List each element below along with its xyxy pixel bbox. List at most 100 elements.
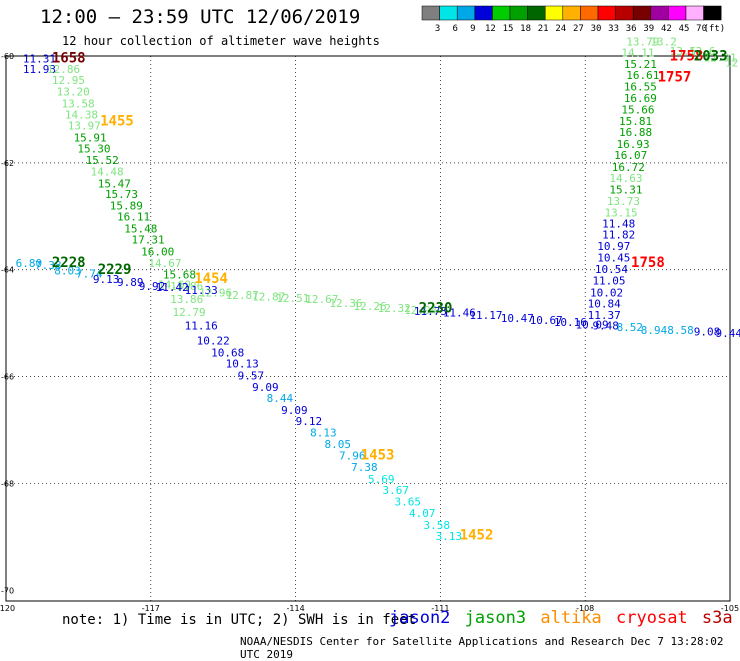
colorbar-swatch — [685, 5, 704, 21]
colorbar-label: 21 — [538, 24, 549, 34]
credit-line: NOAA/NESDIS Center for Satellite Applica… — [240, 635, 724, 661]
wave-height-value: 12.6 — [689, 45, 716, 58]
wave-height-value: 8.05 — [325, 438, 352, 451]
pass-time-label: 1757 — [658, 70, 692, 86]
wave-height-value: 16.00 — [141, 245, 174, 258]
colorbar-label: 3 — [435, 24, 440, 34]
colorbar-swatch — [703, 5, 722, 21]
wave-height-value: 15.66 — [621, 104, 654, 117]
wave-height-value: 12.67 — [305, 293, 338, 306]
colorbar-swatch — [421, 5, 440, 21]
wave-height-value: 3.13 — [436, 530, 463, 543]
colorbar-label: 9 — [470, 24, 475, 34]
wave-height-value: 16.93 — [617, 138, 650, 151]
colorbar-label: 15 — [503, 24, 514, 34]
wave-height-value: 10.13 — [226, 358, 259, 371]
wave-height-value: 15.30 — [77, 143, 110, 156]
pass-time-label: 1452 — [460, 528, 494, 544]
plot-frame — [5, 55, 731, 602]
wave-height-value: 11.33 — [185, 284, 218, 297]
lon-tick-label: -120 — [0, 604, 15, 613]
wave-height-value: 15.91 — [74, 131, 107, 144]
wave-height-value: 7.38 — [351, 461, 378, 474]
wave-height-value: 10.84 — [588, 298, 621, 311]
wave-height-value: 9.48 — [592, 320, 619, 333]
wave-height-value: 15.31 — [609, 183, 642, 196]
wave-height-value: 17.31 — [131, 234, 164, 247]
colorbar-swatch — [597, 5, 616, 21]
wave-height-value: 16.88 — [619, 126, 652, 139]
lat-tick-label: -64 — [1, 266, 14, 275]
lat-tick-label: -68 — [1, 479, 14, 488]
colorbar-swatch — [650, 5, 669, 21]
wave-height-value: 8.94 — [641, 324, 668, 337]
wave-height-value: 12.96 — [199, 286, 232, 299]
wave-height-value: 9.13 — [93, 273, 120, 286]
wave-height-value: 11.93 — [23, 63, 56, 76]
pass-time-label: 2229 — [98, 262, 132, 278]
wave-height-value: 12 — [725, 57, 738, 70]
wave-height-value: 11.16 — [185, 320, 218, 333]
wave-height-value: 8.03 — [54, 265, 80, 278]
wave-height-value: 15.81 — [619, 115, 652, 128]
wave-height-value: 10.47 — [501, 312, 534, 325]
wave-height-value: 12.32 — [378, 302, 411, 315]
colorbar-swatch — [562, 5, 581, 21]
wave-height-value: 12.79 — [173, 306, 206, 319]
colorbar-swatch — [474, 5, 493, 21]
wave-height-value: 10.02 — [590, 286, 623, 299]
colorbar-swatch — [456, 5, 476, 21]
wave-height-value: 15.89 — [110, 199, 143, 212]
lat-tick-label: -66 — [1, 373, 14, 382]
wave-height-value: 14.38 — [65, 109, 98, 122]
wave-height-value: 12.87 — [252, 291, 285, 304]
wave-height-value: 3.65 — [395, 495, 422, 508]
wave-height-value: 8.52 — [617, 321, 644, 334]
lon-tick-label: -114 — [287, 604, 305, 613]
wave-height-value: 13.20 — [57, 86, 90, 99]
wave-height-value: 13.5 — [670, 45, 697, 58]
wave-height-value: 13.79 — [626, 35, 659, 48]
wave-height-value: 11.37 — [588, 309, 621, 322]
wave-height-value: 13.2 — [650, 35, 677, 48]
wave-height-value: 7.38 — [35, 259, 62, 272]
wave-height-value: 16.07 — [614, 149, 647, 162]
colorbar-swatch — [544, 5, 564, 21]
colorbar-label: 6 — [452, 24, 457, 34]
wave-height-value: 16.69 — [624, 92, 657, 105]
wave-height-value: 11.31 — [23, 52, 56, 65]
wave-height-value: 10.68 — [211, 346, 244, 359]
colorbar-label: (ft) — [704, 24, 726, 34]
pass-time-label: 2033 — [694, 48, 728, 64]
colorbar-label: 36 — [626, 24, 637, 34]
pass-time-label: 1453 — [361, 447, 395, 463]
wave-height-labels: 11.3111.9312.8612.9513.2013.5814.3813.97… — [16, 35, 740, 543]
map-subtitle: 12 hour collection of altimeter wave hei… — [62, 34, 380, 48]
wave-height-value: 14.69 — [158, 278, 191, 291]
wave-height-value: 11.17 — [469, 309, 502, 322]
pass-time-label: 1758 — [631, 255, 665, 271]
sat-cryosat: cryosat — [616, 608, 688, 628]
wave-height-value: 9.44 — [716, 327, 740, 340]
axis-ticks: -120 -117 -114 -111 -108 -105 -60 -62 -64 -66 -68 -… — [0, 52, 739, 613]
wave-height-value: 15.68 — [163, 268, 196, 281]
colorbar-swatch — [492, 5, 511, 21]
wave-height-value: 8.44 — [267, 392, 294, 405]
wave-height-value: 3.67 — [382, 484, 409, 497]
wave-height-value: 12.26 — [354, 300, 387, 313]
pass-time-label: 2228 — [52, 255, 86, 271]
sat-jason2: jason2 — [389, 608, 451, 628]
wave-height-value: 10.22 — [197, 335, 230, 348]
wave-height-value: 11.48 — [602, 218, 635, 231]
wave-height-value: 12.36 — [329, 297, 362, 310]
wave-height-value: 12.91 — [703, 51, 736, 64]
colorbar-swatch — [615, 5, 634, 21]
wave-height-value: 13.97 — [68, 120, 101, 133]
colorbar-label: 12 — [485, 24, 496, 34]
colorbar-swatch — [668, 5, 687, 21]
wave-height-value: 13.73 — [607, 195, 640, 208]
colorbar-swatch — [580, 5, 599, 21]
colorbar-label: 70 — [696, 24, 707, 34]
wave-height-value: 9.09 — [252, 381, 279, 394]
